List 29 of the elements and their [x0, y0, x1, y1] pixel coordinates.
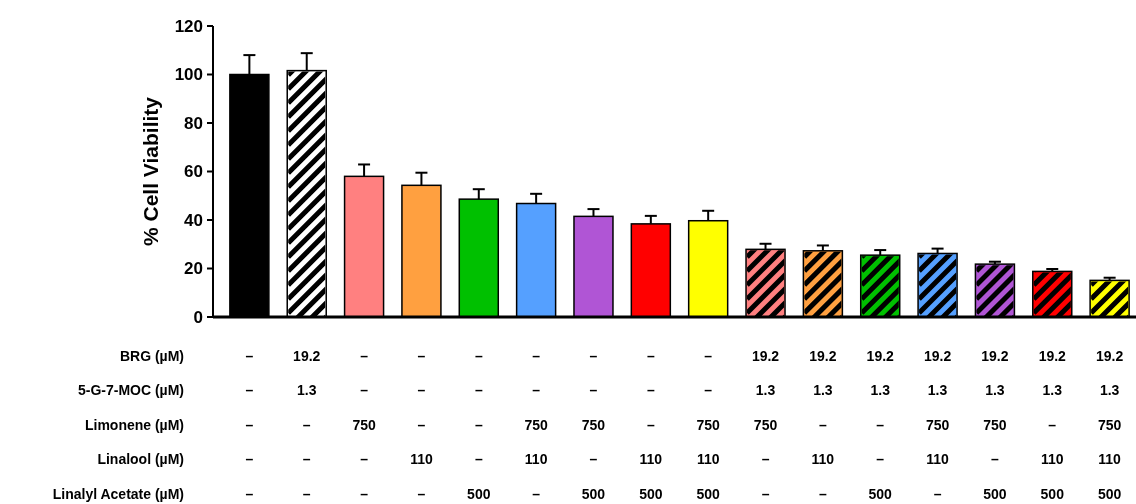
- text: BRG (µM): [119, 347, 184, 364]
- category-label: 19.2 1.3 – – –: [293, 347, 321, 502]
- category-label: – – 750 – 500: [581, 347, 606, 502]
- category-label: 19.2 1.3 750 – –: [751, 347, 780, 502]
- y-tick-label: 20: [184, 259, 203, 279]
- category-label: 19.2 1.3 750 110 –: [923, 347, 952, 502]
- y-tick-label: 60: [184, 162, 203, 182]
- y-tick-label: 40: [184, 210, 203, 230]
- text: Limonene (µM): [84, 416, 184, 433]
- text: Linalool (µM): [97, 450, 184, 467]
- category-label: 19.2 1.3 – – 500: [866, 347, 894, 502]
- category-label: – – – – 500: [467, 347, 491, 502]
- category-label: – – – 110 –: [410, 347, 433, 502]
- y-tick-label: 120: [174, 16, 203, 36]
- category-label: – – – 110 500: [639, 347, 663, 502]
- category-label: – – 750 110 500: [696, 347, 720, 502]
- y-axis-title: % Cell Viability: [139, 96, 162, 246]
- y-tick-label: 80: [184, 113, 203, 133]
- category-label: – – 750 110 –: [524, 347, 548, 502]
- category-label: 19.2 1.3 750 110 500: [1095, 347, 1124, 502]
- text: 5-G-7-MOC (µM): [77, 381, 184, 398]
- y-tick-label: 100: [174, 65, 203, 85]
- category-label: – – – – –: [245, 347, 254, 502]
- category-label: 19.2 1.3 750 – 500: [981, 347, 1009, 502]
- category-label: – – 750 – –: [352, 347, 376, 502]
- category-label: 19.2 1.3 – 110 500: [1038, 347, 1066, 502]
- y-tick-label: 0: [193, 307, 203, 327]
- text: Linalyl Acetate (µM): [52, 485, 184, 502]
- category-label: 19.2 1.3 – 110 –: [809, 347, 837, 502]
